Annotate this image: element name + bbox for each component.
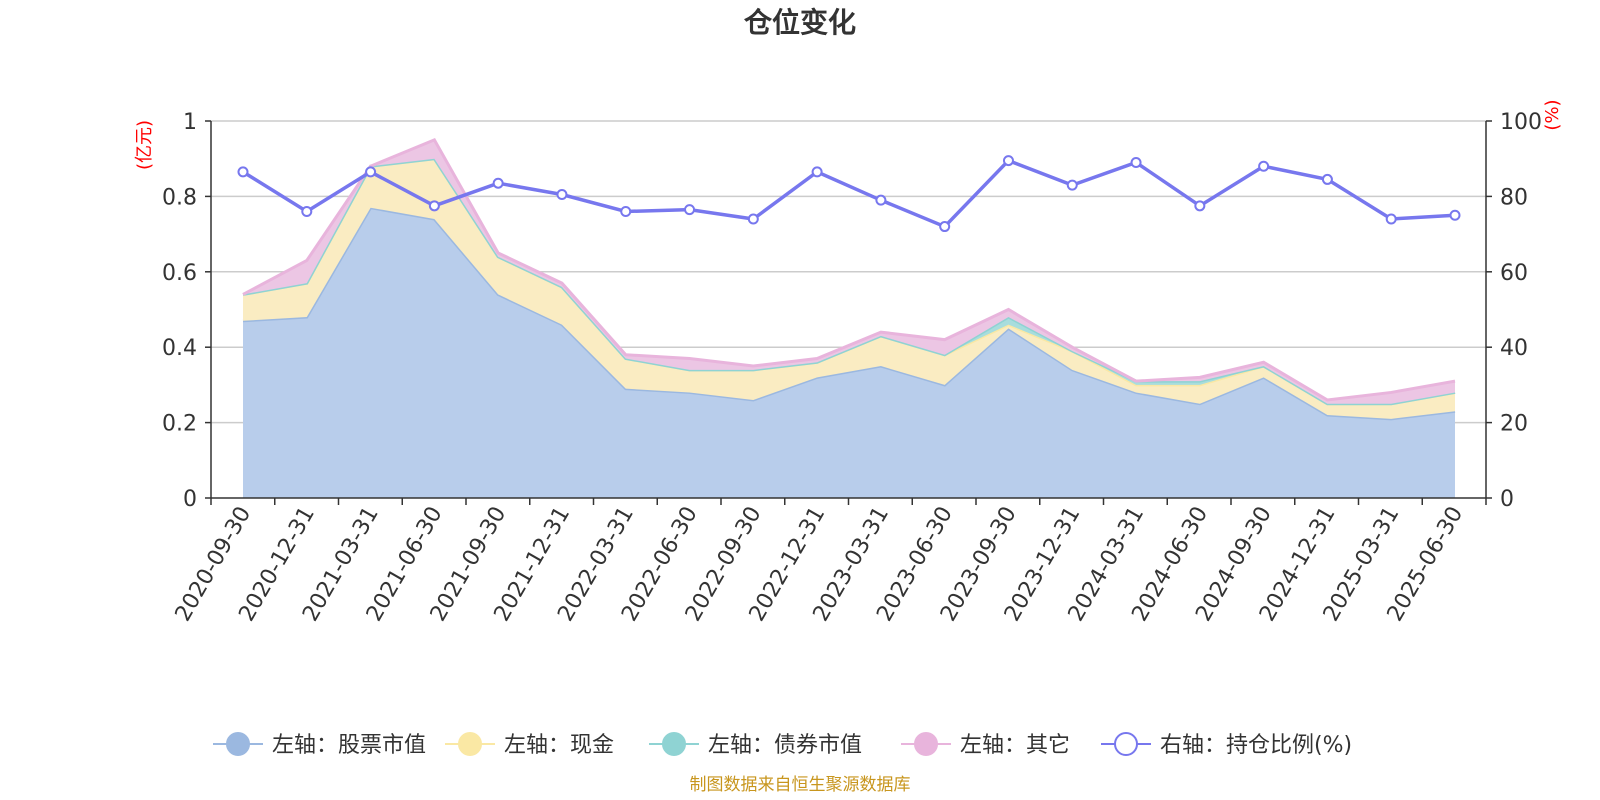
- legend-label: 左轴：债券市值: [708, 733, 862, 758]
- position-ratio-point: [556, 189, 568, 201]
- source-note: 制图数据来自恒生聚源数据库: [690, 775, 911, 795]
- left-axis-tick-label: 0.8: [162, 185, 197, 210]
- position-ratio-point: [1449, 209, 1461, 221]
- legend-item[interactable]: 左轴：其它: [901, 732, 1070, 758]
- position-ratio-point: [747, 213, 759, 225]
- position-ratio-point: [684, 204, 696, 216]
- position-ratio-point: [1002, 155, 1014, 167]
- position-ratio-point: [365, 166, 377, 178]
- right-axis-tick-label: 100: [1500, 110, 1542, 135]
- right-axis-tick-label: 60: [1500, 261, 1528, 286]
- legend[interactable]: 左轴：股票市值 左轴：现金 左轴：债券市值 左轴：其它 右轴：持仓比例(%): [213, 732, 1352, 758]
- legend-item[interactable]: 左轴：股票市值: [213, 732, 426, 758]
- left-axis-tick-label: 1: [183, 110, 197, 135]
- area-左轴：现金: [243, 158, 1455, 419]
- right-axis-tick-label: 80: [1500, 185, 1528, 210]
- position-ratio-point: [875, 194, 887, 206]
- legend-label: 右轴：持仓比例(%): [1160, 733, 1352, 758]
- position-ratio-point: [1130, 156, 1142, 168]
- position-ratio-point: [492, 177, 504, 189]
- legend-swatch-marker: [226, 732, 250, 756]
- left-axis-tick-label: 0: [183, 487, 197, 512]
- left-axis-tick-label: 0.6: [162, 261, 197, 286]
- position-ratio-point: [1321, 173, 1333, 185]
- position-ratio-point: [1258, 160, 1270, 172]
- position-ratio-line: [237, 155, 1461, 233]
- position-ratio-point: [301, 205, 313, 217]
- left-axis-tick-label: 0.4: [162, 336, 197, 361]
- position-ratio-point: [811, 166, 823, 178]
- legend-item[interactable]: 左轴：债券市值: [649, 732, 862, 758]
- legend-label: 左轴：股票市值: [272, 733, 426, 758]
- position-ratio-point: [1066, 179, 1078, 191]
- position-ratio-point: [620, 205, 632, 217]
- position-ratio-point: [428, 200, 440, 212]
- legend-swatch-marker: [914, 732, 938, 756]
- legend-label: 左轴：现金: [504, 733, 614, 758]
- position-ratio-point: [1385, 213, 1397, 225]
- position-ratio-point: [1194, 200, 1206, 212]
- area-edge-左轴：其它: [242, 137, 1456, 402]
- legend-item[interactable]: 左轴：现金: [445, 732, 614, 758]
- legend-swatch-marker: [458, 732, 482, 756]
- position-ratio-point: [237, 166, 249, 178]
- stacked-areas: [242, 137, 1456, 498]
- legend-label: 左轴：其它: [960, 733, 1070, 758]
- left-axis-unit: (亿元): [134, 120, 155, 170]
- legend-swatch-marker: [662, 732, 686, 756]
- legend-swatch-marker: [1114, 732, 1138, 756]
- position-ratio-point: [939, 221, 951, 233]
- legend-item[interactable]: 右轴：持仓比例(%): [1101, 732, 1352, 758]
- left-axis-tick-label: 0.2: [162, 412, 197, 437]
- position-ratio-path: [242, 158, 1456, 229]
- area-左轴：股票市值: [243, 207, 1455, 498]
- right-axis-tick-label: 0: [1500, 487, 1514, 512]
- right-axis-unit: (%): [1542, 99, 1563, 130]
- right-axis-tick-label: 40: [1500, 336, 1528, 361]
- right-axis-tick-label: 20: [1500, 412, 1528, 437]
- chart-title: 仓位变化: [744, 6, 856, 39]
